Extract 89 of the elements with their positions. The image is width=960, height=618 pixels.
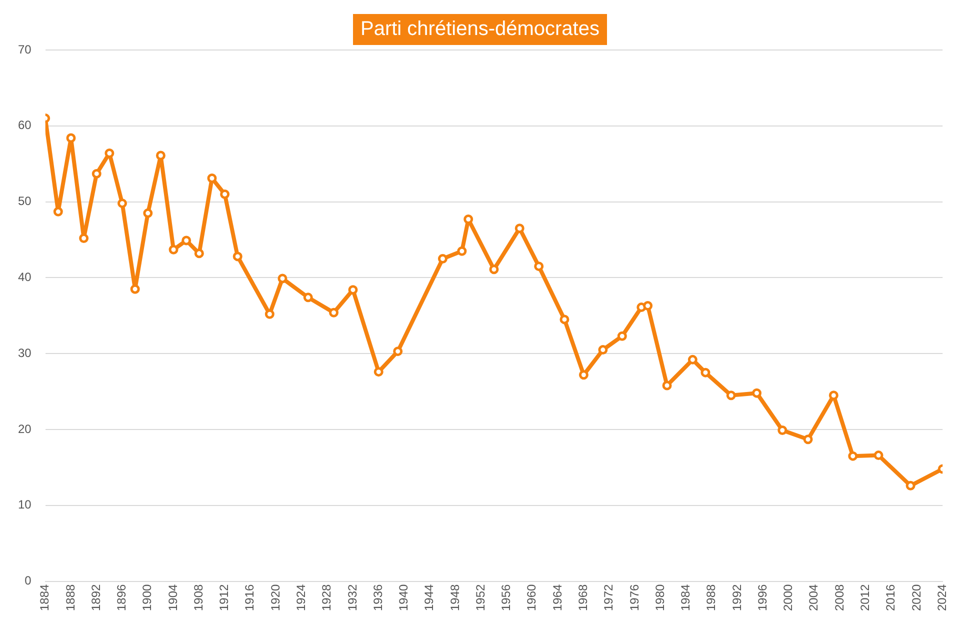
point: [393, 346, 403, 356]
x-tick-label: 1988: [704, 584, 718, 612]
point: [688, 354, 698, 364]
point: [130, 284, 140, 294]
x-tick-label: 2012: [858, 584, 872, 612]
point: [726, 390, 736, 400]
point: [700, 368, 710, 378]
y-tick-label: 30: [18, 346, 32, 360]
point: [156, 150, 166, 160]
x-tick-label: 1892: [88, 584, 103, 612]
x-tick-label: 1952: [473, 584, 488, 612]
y-tick-label: 70: [18, 42, 32, 56]
point: [66, 133, 76, 143]
point: [752, 388, 762, 398]
point: [303, 292, 313, 302]
x-tick-label: 1948: [448, 584, 462, 612]
point: [194, 248, 204, 258]
point: [232, 252, 242, 262]
x-tick-label: 1908: [191, 584, 206, 612]
x-tick-label: 1936: [370, 584, 385, 612]
x-tick-label: 2016: [884, 584, 898, 612]
point: [514, 224, 524, 234]
x-tick-label: 1940: [396, 584, 411, 612]
point: [578, 370, 588, 380]
x-tick-label: 1928: [320, 584, 334, 612]
x-tick-label: 2024: [934, 584, 949, 612]
x-tick-label: 1984: [678, 584, 693, 612]
point: [53, 206, 63, 216]
x-tick-label: 1972: [602, 584, 616, 612]
y-tick-label: 60: [18, 118, 32, 132]
point: [438, 254, 448, 264]
x-tick-label: 1956: [499, 584, 514, 612]
x-tick-label: 2000: [781, 584, 796, 612]
y-tick-label: 40: [18, 270, 32, 284]
point: [643, 301, 653, 311]
point: [92, 168, 102, 178]
x-tick-label: 1932: [345, 584, 360, 612]
point: [207, 174, 217, 184]
x-tick-label: 1996: [755, 584, 770, 612]
x-tick-label: 1976: [627, 584, 642, 612]
point: [278, 274, 288, 284]
y-tick-label: 50: [18, 194, 32, 208]
point: [662, 380, 672, 390]
point: [374, 367, 384, 377]
x-tick-label: 1916: [242, 584, 257, 612]
x-tick-label: 1964: [550, 584, 564, 612]
point: [803, 434, 813, 444]
point: [464, 214, 474, 224]
x-tick-label: 1896: [114, 584, 129, 612]
point: [874, 450, 884, 460]
point: [118, 198, 128, 208]
x-tick-label: 1904: [166, 584, 180, 612]
x-tick-label: 1912: [217, 584, 232, 612]
x-tick-label: 1992: [730, 584, 744, 612]
point: [778, 426, 788, 436]
point: [457, 246, 467, 256]
point: [220, 189, 230, 199]
point: [617, 331, 627, 341]
point: [79, 233, 89, 243]
point: [489, 264, 499, 274]
point: [168, 244, 178, 254]
y-tick-label: 0: [24, 574, 32, 588]
point: [598, 345, 608, 355]
x-tick-label: 1884: [38, 584, 52, 612]
point: [560, 314, 570, 324]
x-tick-label: 1960: [524, 584, 539, 612]
x-tick-label: 1980: [652, 584, 667, 612]
x-tick-label: 1920: [268, 584, 282, 612]
point: [906, 480, 916, 490]
x-tick-label: 1900: [140, 584, 154, 612]
point: [104, 148, 114, 158]
chart-title: Parti chrétiens-démocrates: [352, 14, 608, 45]
point: [828, 390, 838, 400]
x-tick-label: 1888: [63, 584, 78, 612]
point: [848, 451, 858, 461]
x-tick-label: 1924: [294, 584, 308, 612]
point: [534, 262, 544, 272]
point: [143, 208, 153, 218]
x-tick-label: 2020: [909, 584, 924, 612]
point: [329, 308, 338, 318]
point: [348, 285, 358, 295]
y-tick-label: 10: [18, 498, 32, 512]
x-tick-label: 2004: [806, 584, 821, 612]
x-tick-label: 2008: [832, 584, 846, 612]
x-tick-label: 1968: [576, 584, 590, 612]
point: [182, 236, 192, 246]
x-tick-label: 1944: [422, 584, 436, 612]
y-tick-label: 20: [18, 422, 32, 436]
point: [264, 309, 274, 319]
